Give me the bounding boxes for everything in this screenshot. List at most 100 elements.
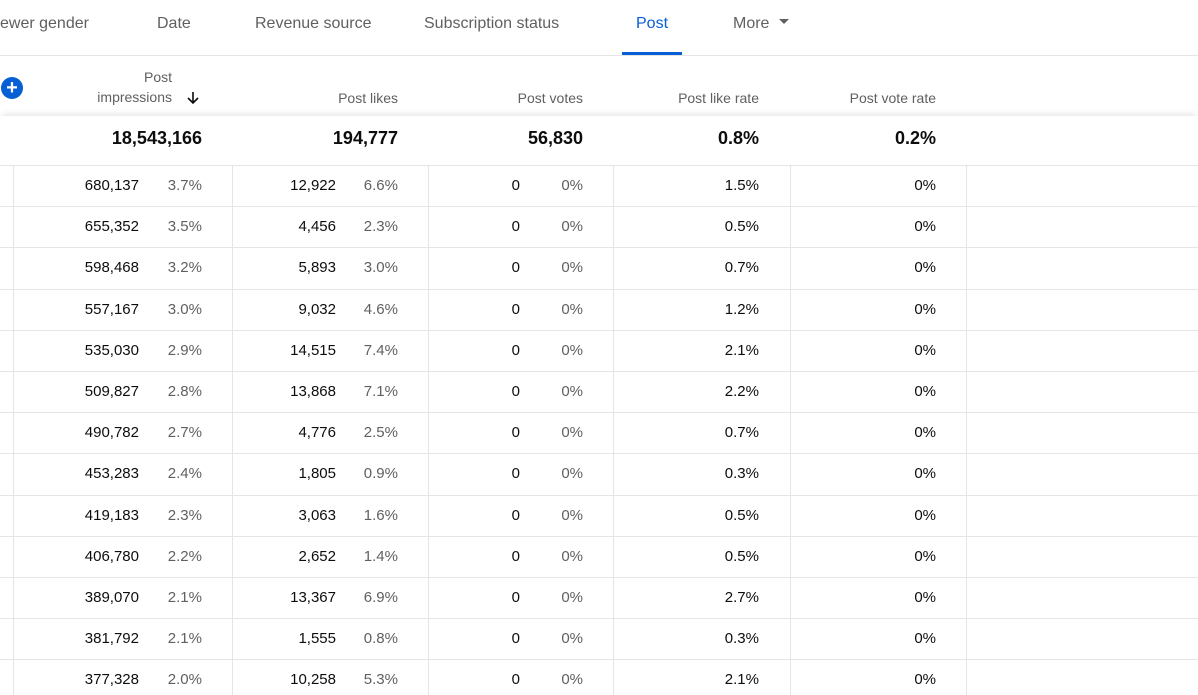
table-row[interactable]: 381,792 2.1% 1,555 0.8% 0 0% 0.3% 0% xyxy=(0,619,1198,661)
cell-impressions-pct: 2.0% xyxy=(167,671,202,689)
cell-impressions: 509,827 xyxy=(84,382,139,400)
cell-votes-pct: 0% xyxy=(561,465,583,483)
cell-votes: 0 xyxy=(511,177,520,194)
column-divider xyxy=(966,56,967,695)
column-divider xyxy=(790,56,791,695)
cell-like-rate: 2.1% xyxy=(724,671,759,689)
tab-more[interactable]: More xyxy=(733,0,790,55)
plus-circle-icon[interactable]: + xyxy=(1,77,23,99)
cell-vote-rate: 0% xyxy=(914,588,936,606)
cell-votes: 0 xyxy=(511,259,520,277)
cell-votes: 0 xyxy=(511,506,520,524)
cell-votes-pct: 0% xyxy=(561,671,583,689)
table-row[interactable]: 557,167 3.0% 9,032 4.6% 0 0% 1.2% 0% xyxy=(0,290,1198,331)
cell-votes: 0 xyxy=(511,671,520,689)
cell-like-rate: 0.5% xyxy=(724,547,759,565)
header-like-rate-label: Post like rate xyxy=(678,90,759,106)
cell-votes: 0 xyxy=(511,300,520,318)
table-row[interactable]: 535,030 2.9% 14,515 7.4% 0 0% 2.1% 0% xyxy=(0,331,1198,372)
cell-votes: 0 xyxy=(511,588,520,606)
cell-vote-rate: 0% xyxy=(914,630,936,648)
cell-like-rate: 0.7% xyxy=(724,259,759,277)
cell-like-rate: 2.7% xyxy=(724,588,759,606)
cell-vote-rate: 0% xyxy=(914,382,936,400)
header-post-vote-rate[interactable]: Post vote rate xyxy=(791,56,936,116)
cell-like-rate: 2.2% xyxy=(724,382,759,400)
table-row[interactable]: 490,782 2.7% 4,776 2.5% 0 0% 0.7% 0% xyxy=(0,413,1198,455)
header-impressions-line1: Post xyxy=(143,69,172,85)
tab-subscription-status[interactable]: Subscription status xyxy=(424,15,560,32)
cell-vote-rate: 0% xyxy=(914,547,936,565)
metrics-table: + Post impressions Post likes Post votes… xyxy=(0,56,1198,695)
header-post-impressions[interactable]: Post impressions xyxy=(14,56,202,116)
cell-impressions-pct: 2.2% xyxy=(167,547,202,565)
column-divider xyxy=(428,56,429,695)
arrow-down-icon xyxy=(187,92,199,105)
cell-likes: 9,032 xyxy=(298,300,336,318)
dimension-tabs: ewer gender Date Revenue source Subscrip… xyxy=(0,0,1198,56)
header-post-votes[interactable]: Post votes xyxy=(429,56,583,116)
cell-votes: 0 xyxy=(511,547,520,565)
cell-like-rate: 0.7% xyxy=(724,424,759,442)
table-row[interactable]: 419,183 2.3% 3,063 1.6% 0 0% 0.5% 0% xyxy=(0,496,1198,537)
cell-impressions-pct: 3.0% xyxy=(167,300,202,318)
totals-row: 18,543,166 194,777 56,830 0.8% 0.2% xyxy=(0,116,1198,166)
cell-likes-pct: 0.9% xyxy=(363,465,398,483)
cell-votes-pct: 0% xyxy=(561,218,583,236)
cell-vote-rate: 0% xyxy=(914,259,936,277)
cell-likes-pct: 7.4% xyxy=(363,341,398,359)
cell-impressions: 655,352 xyxy=(84,218,139,236)
cell-votes: 0 xyxy=(511,465,520,483)
cell-impressions: 377,328 xyxy=(84,671,139,689)
tab-more-label: More xyxy=(733,15,770,32)
cell-likes: 10,258 xyxy=(290,671,336,689)
cell-votes-pct: 0% xyxy=(561,506,583,524)
cell-impressions: 490,782 xyxy=(84,424,139,442)
tab-revenue-source[interactable]: Revenue source xyxy=(255,15,372,32)
table-row[interactable]: 655,352 3.5% 4,456 2.3% 0 0% 0.5% 0% xyxy=(0,207,1198,249)
tab-viewer-gender[interactable]: ewer gender xyxy=(0,15,89,32)
cell-likes-pct: 5.3% xyxy=(363,671,398,689)
header-post-like-rate[interactable]: Post like rate xyxy=(614,56,759,116)
cell-likes-pct: 6.6% xyxy=(363,177,398,194)
cell-like-rate: 1.2% xyxy=(724,300,759,318)
total-like-rate: 0.8% xyxy=(717,128,759,148)
cell-votes-pct: 0% xyxy=(561,588,583,606)
cell-likes: 4,776 xyxy=(298,424,336,442)
cell-votes: 0 xyxy=(511,630,520,648)
cell-votes-pct: 0% xyxy=(561,300,583,318)
table-row[interactable]: 406,780 2.2% 2,652 1.4% 0 0% 0.5% 0% xyxy=(0,537,1198,578)
cell-impressions-pct: 2.9% xyxy=(167,341,202,359)
cell-votes: 0 xyxy=(511,382,520,400)
cell-likes: 3,063 xyxy=(298,506,336,524)
cell-impressions: 680,137 xyxy=(84,177,139,194)
tab-post[interactable]: Post xyxy=(621,0,683,55)
cell-likes-pct: 1.6% xyxy=(363,506,398,524)
cell-impressions-pct: 2.3% xyxy=(167,506,202,524)
table-row[interactable]: 377,328 2.0% 10,258 5.3% 0 0% 2.1% 0% xyxy=(0,660,1198,695)
table-row[interactable]: 598,468 3.2% 5,893 3.0% 0 0% 0.7% 0% xyxy=(0,248,1198,290)
table-row[interactable]: 509,827 2.8% 13,868 7.1% 0 0% 2.2% 0% xyxy=(0,372,1198,414)
cell-likes-pct: 1.4% xyxy=(363,547,398,565)
cell-likes: 4,456 xyxy=(298,218,336,236)
cell-vote-rate: 0% xyxy=(914,300,936,318)
cell-like-rate: 2.1% xyxy=(724,341,759,359)
cell-impressions: 419,183 xyxy=(84,506,139,524)
cell-vote-rate: 0% xyxy=(914,218,936,236)
table-row[interactable]: 389,070 2.1% 13,367 6.9% 0 0% 2.7% 0% xyxy=(0,578,1198,620)
cell-vote-rate: 0% xyxy=(914,341,936,359)
cell-votes: 0 xyxy=(511,424,520,442)
table-row[interactable]: 453,283 2.4% 1,805 0.9% 0 0% 0.3% 0% xyxy=(0,454,1198,496)
cell-likes: 1,555 xyxy=(298,630,336,648)
cell-likes-pct: 6.9% xyxy=(363,588,398,606)
cell-likes-pct: 3.0% xyxy=(363,259,398,277)
header-votes-label: Post votes xyxy=(517,90,583,106)
header-post-likes[interactable]: Post likes xyxy=(233,56,398,116)
cell-vote-rate: 0% xyxy=(914,671,936,689)
cell-impressions-pct: 2.1% xyxy=(167,588,202,606)
table-row[interactable]: 680,137 3.7% 12,922 6.6% 0 0% 1.5% 0% xyxy=(0,166,1198,208)
tab-date[interactable]: Date xyxy=(157,15,191,32)
cell-impressions-pct: 2.4% xyxy=(167,465,202,483)
column-divider xyxy=(13,56,14,695)
cell-impressions: 535,030 xyxy=(84,341,139,359)
